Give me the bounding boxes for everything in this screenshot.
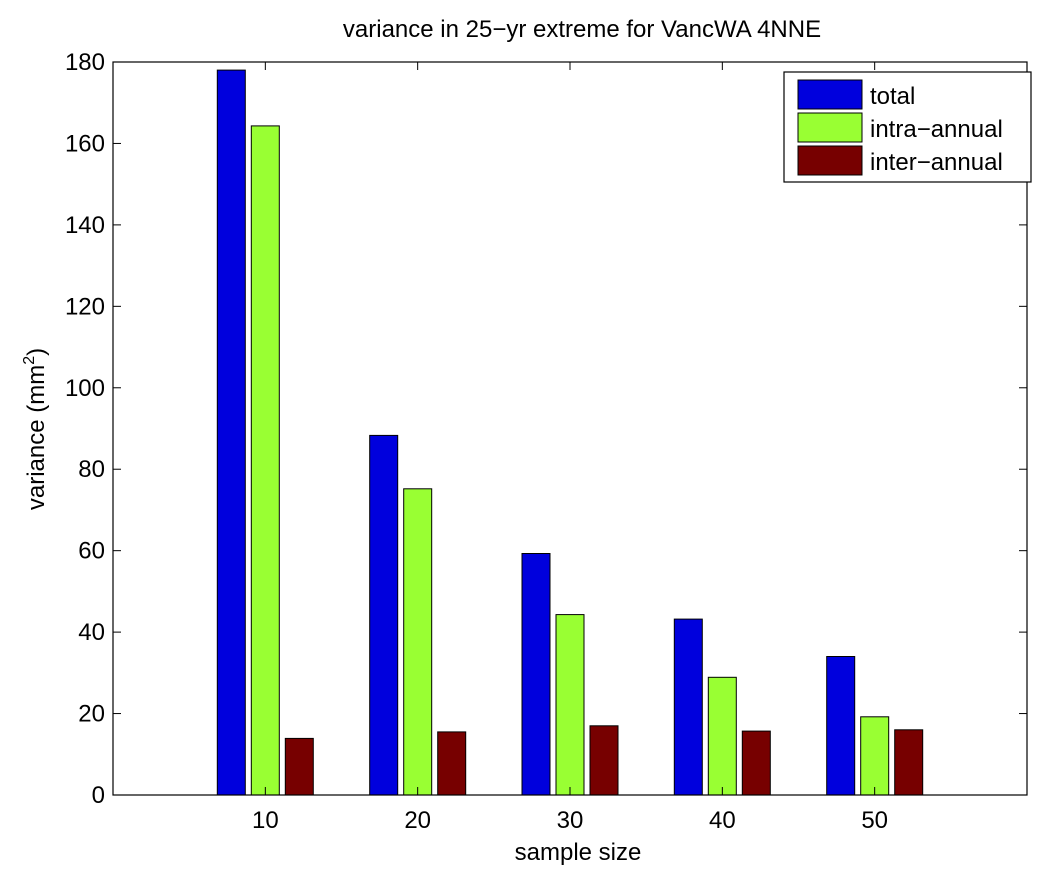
- chart-title: variance in 25−yr extreme for VancWA 4NN…: [343, 16, 821, 43]
- bar-inter-annual-50: [894, 729, 924, 796]
- bar-total-40: [673, 618, 703, 796]
- y-tick-label: 0: [92, 782, 105, 809]
- y-axis: 0 20 40 60 80 100 120 140 160 180: [65, 49, 1027, 809]
- y-tick-label: 160: [65, 130, 105, 157]
- x-axis: 10 20 30 40 50: [252, 62, 888, 834]
- y-axis-label-close: ): [23, 348, 50, 356]
- legend-label-total: total: [870, 83, 915, 110]
- legend-swatch-inter-annual: [797, 145, 863, 176]
- x-tick-label: 20: [404, 807, 431, 834]
- legend-swatch-total: [797, 79, 863, 110]
- bar-inter-annual-20: [437, 731, 467, 796]
- bar-intra-annual-30: [555, 614, 585, 796]
- legend: total intra−annual inter−annual: [783, 71, 1032, 183]
- x-axis-label: sample size: [515, 839, 642, 866]
- y-axis-label-sup: 2: [21, 356, 38, 365]
- y-axis-label-main: variance (mm: [23, 365, 50, 510]
- x-tick-label: 50: [861, 807, 888, 834]
- bar-total-30: [521, 553, 551, 796]
- legend-swatch-intra-annual: [797, 112, 863, 143]
- y-tick-label: 140: [65, 212, 105, 239]
- y-tick-label: 40: [78, 619, 105, 646]
- x-tick-label: 30: [557, 807, 584, 834]
- bar-intra-annual-10: [250, 125, 280, 796]
- y-tick-label: 180: [65, 49, 105, 76]
- y-tick-label: 60: [78, 538, 105, 565]
- y-axis-label: variance (mm2): [21, 348, 50, 510]
- bar-total-20: [369, 434, 399, 796]
- bar-total-10: [216, 69, 246, 796]
- bar-inter-annual-40: [741, 730, 771, 796]
- bar-inter-annual-30: [589, 725, 619, 796]
- bar-intra-annual-40: [707, 676, 737, 796]
- y-tick-label: 80: [78, 456, 105, 483]
- bar-intra-annual-50: [860, 716, 890, 796]
- y-tick-label: 100: [65, 375, 105, 402]
- x-tick-label: 10: [252, 807, 279, 834]
- bar-intra-annual-20: [403, 488, 433, 796]
- y-tick-label: 20: [78, 701, 105, 728]
- bars-layer: [216, 69, 924, 796]
- x-tick-label: 40: [709, 807, 736, 834]
- legend-label-intra-annual: intra−annual: [870, 116, 1003, 143]
- bar-total-50: [826, 656, 856, 796]
- plot-frame: [112, 61, 1028, 796]
- y-tick-label: 120: [65, 293, 105, 320]
- legend-label-inter-annual: inter−annual: [870, 149, 1003, 176]
- bar-inter-annual-10: [284, 737, 314, 796]
